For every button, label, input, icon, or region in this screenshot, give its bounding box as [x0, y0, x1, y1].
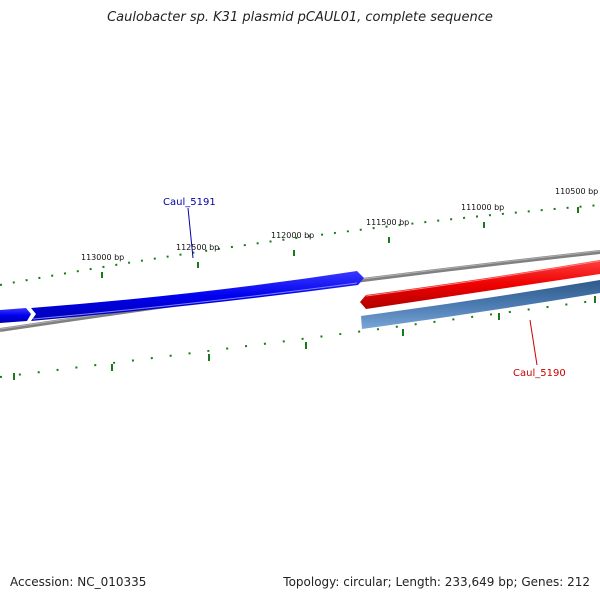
map-title: Caulobacter sp. K31 plasmid pCAUL01, com…	[107, 10, 493, 25]
outer-ruler	[0, 204, 600, 286]
outer-ruler-major-ticks	[101, 207, 579, 278]
gene-arrow-caul-5190[interactable]	[360, 260, 600, 309]
inner-ruler-major-ticks	[13, 296, 596, 380]
ruler-tick-label: 113000 bp	[81, 253, 124, 262]
accession-label: Accession: NC_010335	[10, 575, 147, 589]
ruler-tick-label: 110500 bp	[555, 187, 598, 196]
leader-line-caul-5190	[529, 319, 538, 366]
gene-label-caul-5190[interactable]: Caul_5190	[513, 368, 566, 379]
gene-label-caul-5191[interactable]: Caul_5191	[163, 197, 216, 208]
gene-arrow-steel[interactable]	[361, 280, 600, 329]
ruler-tick-label: 112000 bp	[271, 231, 314, 240]
leader-line-caul-5191	[187, 207, 194, 259]
ruler-tick-label: 111000 bp	[461, 203, 504, 212]
gene-arrow-caul-5191[interactable]	[31, 271, 364, 321]
gene-arrow-left-fragment[interactable]	[0, 308, 31, 323]
ruler-tick-label: 112500 bp	[176, 243, 219, 252]
sequence-summary: Topology: circular; Length: 233,649 bp; …	[283, 575, 590, 589]
ruler-tick-label: 111500 bp	[366, 218, 409, 227]
